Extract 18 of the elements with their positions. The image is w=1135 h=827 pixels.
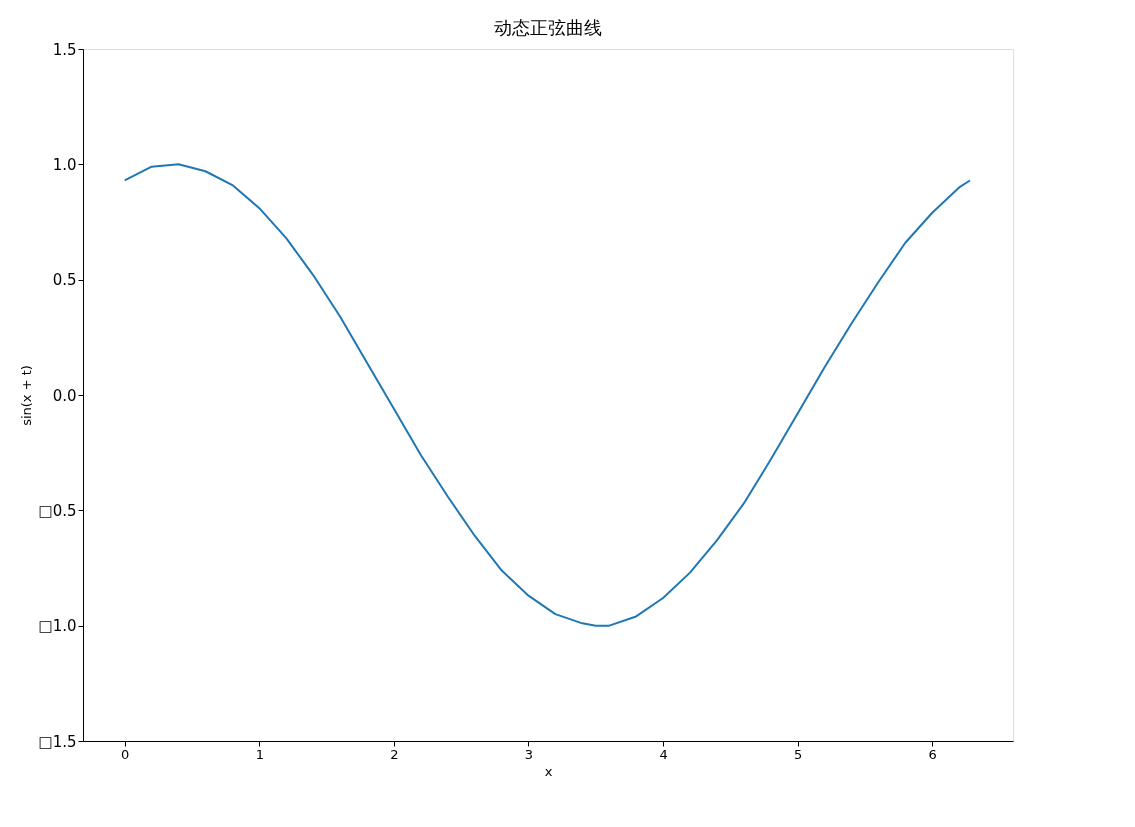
x-tick-label: 0 [121,746,130,762]
x-tick-label: 2 [390,746,399,762]
x-tick-label: 3 [524,746,534,762]
y-tick-label: □1.5 [38,732,77,751]
y-axis-title: sin(x + t) [19,365,35,426]
x-tick-label: 5 [794,746,803,762]
y-tick-label: □0.5 [38,501,77,520]
x-tick-label: 1 [255,746,264,762]
x-axis-title: x [544,763,553,779]
line-series [123,163,971,627]
x-tick-label: 4 [659,746,668,762]
y-tick-label: 1.5 [52,40,77,59]
x-tick-label: 6 [928,746,937,762]
chart-title: 动态正弦曲线 [494,17,602,38]
y-tick-label: 0.0 [52,386,77,405]
y-tick-label: □1.0 [38,617,77,636]
y-tick-label: 1.0 [52,155,77,174]
y-tick-label: 0.5 [52,271,77,290]
